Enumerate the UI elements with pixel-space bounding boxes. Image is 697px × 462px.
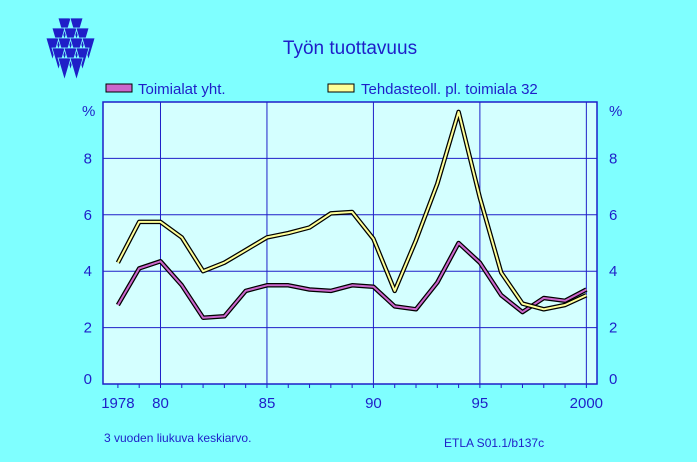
y-axis-ticks: 0 0 2 2 4 4 6 6 8 8 [84,150,618,388]
series-line-0 [117,242,587,319]
legend-swatch-tehdasteoll [327,83,355,93]
x-tick-1978: 1978 [101,395,134,412]
x-tick-85: 85 [259,395,276,412]
legend-label-tehdasteoll: Tehdasteoll. pl. toimiala 32 [361,81,538,98]
logo-triangle [57,57,72,82]
x-tick-95: 95 [472,395,489,412]
legend-label-toimialat: Toimialat yht. [138,81,226,98]
x-axis-ticks: 1978 80 85 90 95 2000 [101,395,603,412]
plot-area [102,101,598,385]
series-lines [115,109,588,320]
chart-title: Työn tuottavuus [283,38,417,59]
y-tick-right-8: 8 [609,150,617,167]
y-tick-right-2: 2 [609,320,617,337]
y-tick-left-4: 4 [84,263,92,280]
source-label: ETLA S01.1/b137c [444,436,544,450]
etla-triangles-logo [45,17,96,82]
y-tick-left-8: 8 [84,150,92,167]
footnote: 3 vuoden liukuva keskiarvo. [104,431,251,445]
right-unit-label: % [609,103,622,120]
y-tick-right-0: 0 [609,371,617,388]
y-tick-right-6: 6 [609,207,617,224]
x-tick-2000: 2000 [570,395,603,412]
x-tick-80: 80 [152,395,169,412]
x-tick-90: 90 [365,395,382,412]
logo-triangle [69,57,84,82]
legend: Toimialat yht. Tehdasteoll. pl. toimiala… [105,81,538,98]
y-tick-left-2: 2 [84,320,92,337]
left-unit-label: % [82,103,95,120]
y-tick-left-6: 6 [84,207,92,224]
y-tick-right-4: 4 [609,263,617,280]
legend-swatch-toimialat [105,83,133,93]
y-tick-left-0: 0 [84,371,92,388]
series-line-1 [117,110,587,311]
